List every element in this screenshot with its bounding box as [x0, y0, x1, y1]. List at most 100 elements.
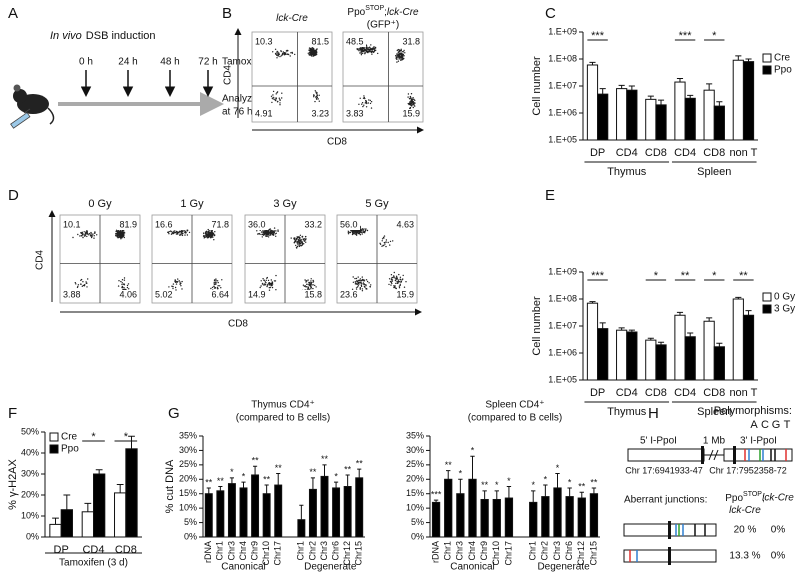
y-axis-label: % γ-H2AX	[7, 458, 19, 509]
event-dot	[272, 230, 274, 232]
event-dot	[366, 280, 369, 283]
x-tick-label: DP	[590, 387, 605, 399]
event-dot	[354, 233, 357, 235]
quadrant-percent: 71.8	[211, 219, 229, 229]
event-dot	[367, 47, 369, 49]
event-dot	[308, 283, 311, 285]
event-dot	[216, 286, 219, 289]
event-dot	[90, 232, 92, 235]
event-dot	[399, 281, 401, 283]
quadrant-label-bg	[309, 37, 330, 47]
bar	[742, 61, 755, 141]
event-dot	[349, 231, 352, 234]
event-dot	[377, 52, 379, 55]
x-tick-label: Chr17	[273, 541, 283, 566]
error-bar	[687, 332, 694, 337]
event-dot	[121, 229, 123, 232]
significance-label: ***	[591, 30, 605, 42]
event-dot	[396, 55, 398, 57]
event-dot	[174, 279, 176, 281]
event-dot	[296, 236, 298, 238]
event-dot	[361, 283, 363, 285]
event-dot	[262, 278, 264, 280]
distance-label: 1 Mb	[703, 436, 726, 447]
event-dot	[86, 286, 88, 288]
event-dot	[275, 53, 277, 55]
event-dot	[214, 231, 216, 233]
x-tick-label: Chr3	[552, 541, 562, 561]
event-dot	[317, 98, 319, 100]
significance-label: **	[252, 456, 260, 466]
event-dot	[361, 229, 363, 231]
y-tick-label: 15%	[406, 488, 424, 498]
event-dot	[85, 282, 88, 284]
event-dot	[204, 234, 207, 236]
event-dot	[396, 281, 398, 283]
error-bar	[84, 502, 92, 512]
quadrant-percent: 14.9	[248, 289, 266, 299]
event-dot	[358, 279, 361, 281]
event-dot	[212, 236, 214, 238]
event-dot	[365, 228, 367, 231]
event-dot	[361, 290, 364, 292]
event-dot	[395, 55, 397, 57]
event-dot	[365, 284, 367, 286]
event-dot	[279, 104, 281, 106]
event-dot	[270, 229, 272, 232]
bar	[645, 98, 657, 141]
event-dot	[87, 278, 89, 280]
x-tick-label: CD8	[645, 147, 667, 159]
event-dot	[407, 93, 410, 95]
event-dot	[357, 276, 359, 278]
error-bar	[446, 470, 451, 480]
event-dot	[359, 47, 362, 49]
event-dot	[394, 277, 396, 279]
event-dot	[294, 53, 296, 56]
quadrant-percent: 3.88	[63, 289, 81, 299]
event-dot	[272, 233, 274, 235]
event-dot	[86, 235, 88, 238]
event-dot	[308, 47, 311, 49]
event-dot	[122, 288, 125, 291]
event-dot	[308, 281, 310, 284]
time-label: 24 h	[118, 57, 137, 68]
event-dot	[178, 280, 180, 282]
event-dot	[282, 51, 284, 53]
y-tick-label: 20%	[406, 474, 424, 484]
event-dot	[216, 280, 219, 282]
bar	[114, 492, 127, 538]
event-dot	[275, 274, 277, 277]
error-bar	[599, 88, 606, 95]
significance-label: **	[217, 476, 225, 486]
event-dot	[359, 97, 361, 100]
event-dot	[388, 278, 391, 280]
event-dot	[181, 232, 184, 235]
x-axis-label: CD8	[228, 319, 248, 330]
error-bar	[618, 327, 625, 331]
time-label: 0 h	[79, 57, 93, 68]
bar	[541, 496, 550, 538]
x-tick-label: Chr2	[540, 541, 550, 561]
event-dot	[312, 284, 314, 286]
error-bar	[706, 317, 713, 322]
event-dot	[85, 281, 87, 283]
event-dot	[410, 100, 412, 102]
legend-label: Cre	[774, 53, 791, 64]
quadrant-percent: 81.9	[119, 219, 137, 229]
event-dot	[180, 234, 182, 236]
event-dot	[274, 99, 276, 101]
event-dot	[115, 230, 118, 232]
event-dot	[312, 279, 314, 282]
event-dot	[260, 280, 262, 282]
event-dot	[275, 289, 277, 291]
event-dot	[385, 245, 387, 248]
event-dot	[181, 234, 184, 237]
event-dot	[318, 94, 320, 97]
event-dot	[299, 237, 301, 239]
event-dot	[347, 233, 350, 235]
bar	[239, 487, 248, 538]
event-dot	[362, 231, 364, 233]
event-dot	[367, 48, 369, 50]
event-dot	[268, 289, 271, 291]
event-dot	[168, 233, 170, 235]
